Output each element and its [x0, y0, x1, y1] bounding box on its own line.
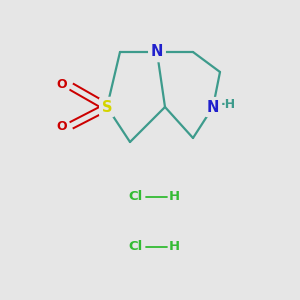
- Text: S: S: [102, 100, 112, 115]
- Text: Cl: Cl: [129, 190, 143, 203]
- Text: Cl: Cl: [129, 241, 143, 254]
- Text: ·H: ·H: [221, 98, 236, 112]
- Text: H: H: [169, 241, 180, 254]
- Text: O: O: [57, 121, 67, 134]
- Text: N: N: [151, 44, 163, 59]
- Text: N: N: [207, 100, 219, 115]
- Text: H: H: [169, 190, 180, 203]
- Text: O: O: [57, 79, 67, 92]
